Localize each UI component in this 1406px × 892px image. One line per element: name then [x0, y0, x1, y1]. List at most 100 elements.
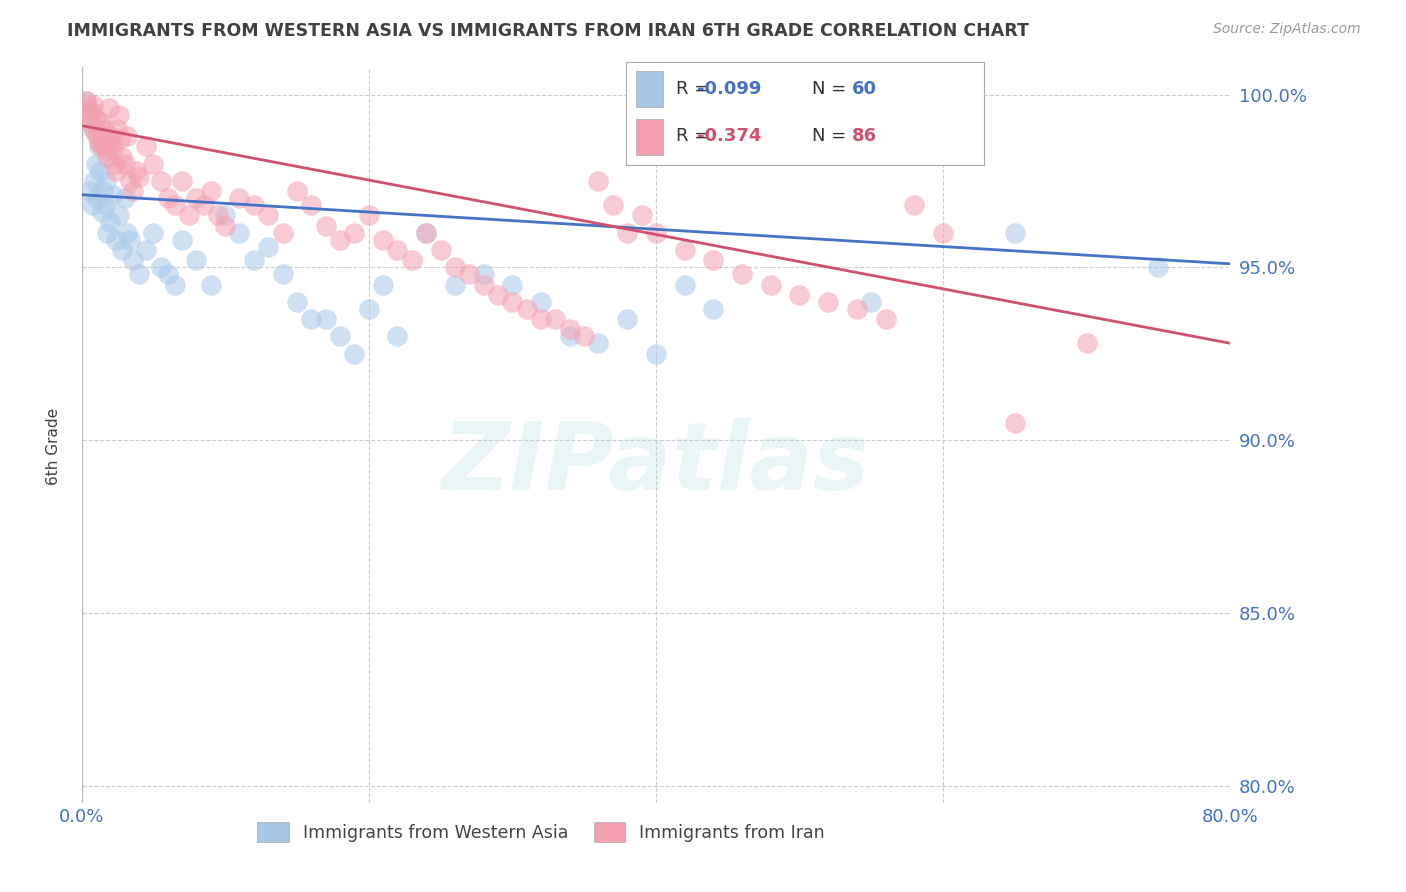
Point [96, 150, 118, 164]
Point [193, 198, 215, 212]
Point [544, 312, 567, 326]
Point [415, 226, 437, 240]
Text: -0.099: -0.099 [697, 79, 762, 97]
Point [789, 288, 811, 302]
Point [932, 226, 955, 240]
Point [179, 209, 201, 223]
Point [149, 260, 172, 275]
Point [501, 294, 523, 309]
Point [616, 226, 638, 240]
Point [110, 132, 132, 146]
Point [156, 267, 179, 281]
Point [1147, 260, 1170, 275]
Point [163, 198, 186, 212]
Point [228, 191, 250, 205]
Point [75, 95, 97, 109]
Point [472, 277, 495, 292]
Point [79, 115, 101, 129]
Point [80, 104, 103, 119]
Point [299, 312, 322, 326]
Point [83, 122, 105, 136]
Point [91, 128, 114, 143]
Point [558, 329, 581, 343]
Text: ZIPatlas: ZIPatlas [441, 418, 870, 510]
Point [82, 98, 104, 112]
Point [343, 226, 366, 240]
Point [429, 243, 451, 257]
Text: 6th Grade: 6th Grade [46, 408, 60, 484]
Point [329, 329, 352, 343]
Text: N =: N = [813, 127, 852, 145]
Point [114, 191, 136, 205]
Point [616, 312, 638, 326]
Point [94, 143, 117, 157]
Point [135, 243, 157, 257]
Point [111, 243, 134, 257]
Point [673, 277, 696, 292]
Point [602, 198, 624, 212]
Point [860, 294, 883, 309]
Point [86, 128, 108, 143]
Point [87, 136, 110, 150]
Point [817, 294, 839, 309]
Point [759, 277, 782, 292]
Point [142, 226, 165, 240]
Point [80, 198, 103, 212]
Point [214, 219, 236, 233]
Point [644, 226, 668, 240]
Point [903, 198, 925, 212]
Point [128, 267, 150, 281]
Point [90, 205, 112, 219]
Point [588, 174, 610, 188]
Point [149, 174, 172, 188]
Point [444, 277, 467, 292]
Point [98, 215, 121, 229]
Point [96, 226, 118, 240]
Point [84, 156, 107, 170]
Text: Source: ZipAtlas.com: Source: ZipAtlas.com [1213, 22, 1361, 37]
Bar [637, 119, 664, 155]
Text: IMMIGRANTS FROM WESTERN ASIA VS IMMIGRANTS FROM IRAN 6TH GRADE CORRELATION CHART: IMMIGRANTS FROM WESTERN ASIA VS IMMIGRAN… [67, 22, 1029, 40]
Point [93, 198, 115, 212]
Point [79, 184, 101, 198]
Point [93, 122, 115, 136]
Point [89, 163, 111, 178]
Point [100, 136, 122, 150]
Point [530, 312, 553, 326]
Point [214, 209, 236, 223]
Point [105, 233, 128, 247]
Text: N =: N = [813, 79, 852, 97]
Point [257, 209, 280, 223]
Point [371, 233, 394, 247]
Point [357, 209, 380, 223]
Point [76, 101, 98, 115]
Point [1076, 336, 1098, 351]
Point [702, 253, 724, 268]
Bar [637, 70, 664, 106]
Point [142, 156, 165, 170]
Point [1004, 226, 1026, 240]
Point [101, 187, 124, 202]
Point [117, 128, 139, 143]
Point [77, 108, 100, 122]
Point [845, 301, 868, 316]
Point [530, 294, 553, 309]
Point [271, 226, 294, 240]
Point [285, 294, 308, 309]
Point [558, 322, 581, 336]
Point [315, 312, 337, 326]
Point [702, 301, 724, 316]
Point [444, 260, 467, 275]
Point [572, 329, 595, 343]
Point [673, 243, 696, 257]
Text: -0.374: -0.374 [697, 127, 762, 145]
Point [186, 191, 208, 205]
Point [163, 277, 186, 292]
Point [107, 122, 129, 136]
Point [117, 226, 139, 240]
Point [200, 277, 222, 292]
Point [315, 219, 337, 233]
Point [122, 253, 145, 268]
Point [97, 101, 120, 115]
Point [170, 174, 193, 188]
